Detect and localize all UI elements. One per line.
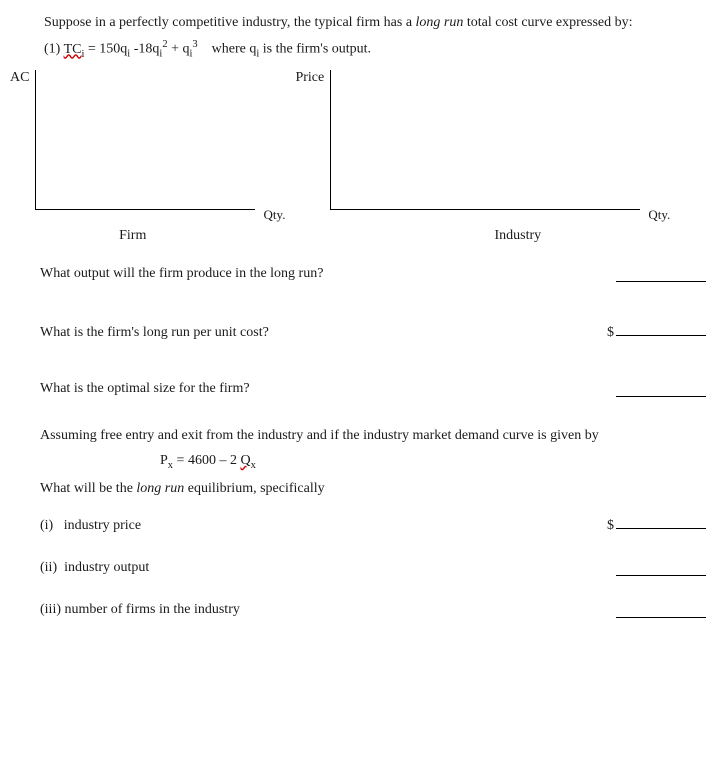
demand-equation: Px = 4600 – 2 Qx xyxy=(40,450,706,474)
eq-label: (1) xyxy=(44,42,64,57)
lr-iii-blank[interactable] xyxy=(616,604,706,618)
q3-row: What is the optimal size for the firm? xyxy=(40,381,706,397)
intro-a: Suppose in a perfectly competitive indus… xyxy=(44,15,416,30)
intro-b: total cost curve expressed by: xyxy=(463,15,632,30)
intro-italic: long run xyxy=(416,15,464,30)
firm-caption: Firm xyxy=(119,228,146,244)
lr-lead: What will be the long run equilibrium, s… xyxy=(40,478,706,499)
firm-chart: AC Qty. Firm xyxy=(10,70,255,244)
q1-text: What output will the firm produce in the… xyxy=(40,266,323,282)
dollar-sign: $ xyxy=(607,325,614,340)
lr-ii-blank[interactable] xyxy=(616,562,706,576)
demand-qx: Qx xyxy=(240,453,255,468)
firm-xlabel: Qty. xyxy=(264,207,286,223)
q1-row: What output will the firm produce in the… xyxy=(40,266,706,282)
firm-axes: Qty. xyxy=(35,70,255,210)
firm-ylabel: AC xyxy=(10,70,29,86)
industry-xlabel: Qty. xyxy=(648,207,670,223)
lr-iii-text: (iii) number of firms in the industry xyxy=(40,602,240,618)
q1-blank[interactable] xyxy=(616,268,706,282)
demand-intro: Assuming free entry and exit from the in… xyxy=(40,425,706,446)
q2-answer: $ xyxy=(607,322,706,341)
industry-axes: Qty. xyxy=(330,70,640,210)
worksheet-page: Suppose in a perfectly competitive indus… xyxy=(0,0,716,632)
q2-text: What is the firm's long run per unit cos… xyxy=(40,325,269,341)
lr-ii-text: (ii) industry output xyxy=(40,560,149,576)
lr-i-row: (i) industry price $ xyxy=(40,515,706,534)
intro-text: Suppose in a perfectly competitive indus… xyxy=(40,12,706,33)
lr-i-text: (i) industry price xyxy=(40,518,141,534)
industry-chart: Price Qty. Industry xyxy=(295,70,640,244)
dollar-sign: $ xyxy=(607,518,614,533)
q2-blank[interactable] xyxy=(616,322,706,336)
cost-equation: (1) TCi = 150qi -18qi2 + qi3 where qi is… xyxy=(40,37,706,62)
lr-i-answer: $ xyxy=(607,515,706,534)
eq-tc: TCi xyxy=(64,42,85,57)
industry-caption: Industry xyxy=(495,228,542,244)
lr-ii-row: (ii) industry output xyxy=(40,560,706,576)
chart-row: AC Qty. Firm Price Qty. Industry xyxy=(10,70,706,244)
industry-ylabel: Price xyxy=(295,70,324,86)
lr-iii-row: (iii) number of firms in the industry xyxy=(40,602,706,618)
q2-row: What is the firm's long run per unit cos… xyxy=(40,322,706,341)
q3-blank[interactable] xyxy=(616,383,706,397)
lr-i-blank[interactable] xyxy=(616,515,706,529)
q3-text: What is the optimal size for the firm? xyxy=(40,381,250,397)
